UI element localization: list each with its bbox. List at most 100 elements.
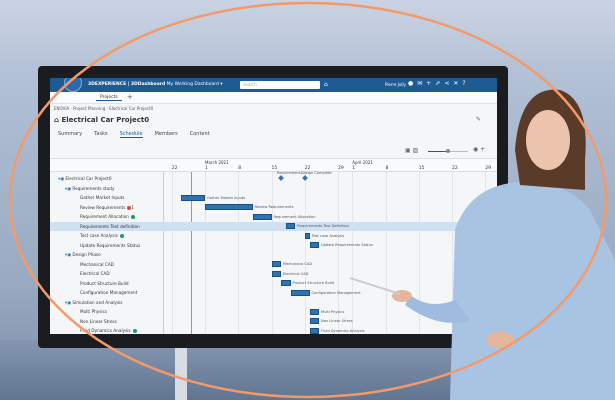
- user-name[interactable]: Pierre Jolly: [385, 82, 406, 87]
- status-icon: [119, 234, 124, 238]
- presenter-hand-2: [486, 332, 514, 348]
- task-bar[interactable]: [309, 318, 319, 324]
- gridline: [452, 172, 453, 334]
- zoom-slider[interactable]: [428, 149, 468, 153]
- month-label: April 2021: [352, 160, 373, 165]
- task-name[interactable]: ▾▣ Electrical Car Project0: [58, 176, 112, 181]
- task-bar-label: Electrical CAD: [283, 271, 309, 276]
- task-row[interactable]: Test case Analysis: [50, 231, 497, 240]
- tick-label: 29: [338, 166, 344, 171]
- gridline: [271, 172, 273, 334]
- tab-content[interactable]: Content: [189, 131, 210, 137]
- task-name-text: Product Structure Build: [80, 280, 129, 286]
- dashboard-selector[interactable]: My Working Dashboard: [166, 82, 219, 87]
- task-name[interactable]: Gather Market Inputs: [80, 195, 125, 200]
- gridline: [352, 172, 354, 334]
- task-name[interactable]: Fluid Dynamics Analysis: [80, 328, 137, 333]
- orange-ring: [8, 1, 608, 399]
- task-bar[interactable]: [304, 232, 310, 239]
- task-name[interactable]: Non Linear Stress: [80, 319, 117, 324]
- home-icon[interactable]: ⌂: [54, 116, 62, 124]
- task-row[interactable]: Requirement Allocation: [50, 212, 497, 221]
- task-row[interactable]: Fluid Dynamics Analysis: [50, 326, 497, 334]
- gridline: [304, 172, 306, 334]
- task-row[interactable]: ▾▣ Requirements study: [50, 184, 497, 193]
- brand-label: 3DEXPERIENCE | 3DDashboard: [88, 82, 166, 87]
- tag-icon[interactable]: ⌂: [324, 81, 328, 88]
- task-name[interactable]: Mechanical CAD: [80, 262, 114, 267]
- tick-label: 15: [271, 166, 278, 171]
- tab-schedule[interactable]: Schedule: [119, 131, 143, 138]
- folder-icon: ▾▣: [65, 299, 73, 305]
- task-row[interactable]: Configuration Management: [50, 288, 497, 297]
- task-row[interactable]: Non Linear Stress: [50, 317, 497, 326]
- task-row[interactable]: Multi Physics: [50, 307, 497, 316]
- panel-divider[interactable]: [163, 172, 164, 334]
- tick-label: 22: [171, 166, 178, 171]
- task-name[interactable]: Multi Physics: [80, 309, 107, 314]
- add-tab-icon[interactable]: +: [127, 93, 133, 101]
- task-bar[interactable]: [309, 308, 319, 315]
- tab-tasks[interactable]: Tasks: [94, 131, 108, 137]
- task-row[interactable]: Electrical CAD: [50, 269, 497, 278]
- edit-icon[interactable]: ✎: [476, 116, 482, 123]
- task-row[interactable]: ▾▣ Electrical Car Project0: [50, 174, 497, 183]
- status-icon: [127, 205, 132, 210]
- task-name[interactable]: Update Requirements Status: [80, 243, 140, 248]
- task-name[interactable]: Review Requirements 1: [80, 205, 134, 210]
- task-row[interactable]: Update Requirements Status: [50, 241, 497, 250]
- task-bar-label: Fluid Dynamics Analysis: [321, 328, 365, 333]
- milestone-label: Requirement...: [277, 171, 304, 175]
- presenter-shirt: [450, 181, 615, 400]
- dashboard-tab-row: [50, 92, 497, 104]
- task-row[interactable]: Review Requirements 1: [50, 203, 497, 212]
- task-name[interactable]: Product Structure Build: [80, 281, 129, 286]
- task-bar[interactable]: [309, 327, 319, 334]
- brand-title: 3DEXPERIENCE | 3DDashboard My Working Da…: [88, 82, 223, 87]
- task-name[interactable]: Configuration Management: [80, 290, 137, 295]
- task-row[interactable]: ▾▣ Design Phase: [50, 250, 497, 259]
- ceiling: [0, 0, 615, 60]
- task-row[interactable]: ▾▣ Simulation and Analysis: [50, 298, 497, 307]
- tab-projects[interactable]: Projects: [96, 95, 122, 101]
- task-name-text: Mechanical CAD: [80, 261, 114, 267]
- task-row[interactable]: Product Structure Build: [50, 279, 497, 288]
- task-bar-label: Mechanical CAD: [283, 262, 313, 266]
- task-bar[interactable]: [271, 270, 281, 277]
- tab-members[interactable]: Members: [154, 131, 178, 137]
- toolbar-icons[interactable]: ●✉+⇗⋖✕?: [408, 80, 470, 87]
- task-bar[interactable]: [285, 223, 296, 229]
- presenter-face: [526, 110, 570, 170]
- task-name[interactable]: ▾▣ Requirements study: [65, 186, 114, 191]
- task-bar[interactable]: [181, 194, 205, 201]
- tab-summary[interactable]: Summary: [58, 131, 83, 137]
- gridline: [205, 172, 206, 334]
- task-row[interactable]: Requirements Test definition: [50, 221, 497, 231]
- search-input[interactable]: Search: [240, 81, 320, 89]
- task-bar[interactable]: [290, 289, 310, 296]
- task-name[interactable]: Electrical CAD: [80, 271, 110, 276]
- task-name[interactable]: Test case Analysis: [80, 233, 124, 238]
- top-bar: 3DEXPERIENCE | 3DDashboard My Working Da…: [50, 78, 497, 92]
- task-row[interactable]: Gather Market Inputs: [50, 193, 497, 202]
- task-row[interactable]: Mechanical CAD: [50, 260, 497, 269]
- task-bar[interactable]: [309, 242, 319, 248]
- task-bar[interactable]: [252, 213, 272, 220]
- project-tabs: Summary Tasks Schedule Members Content: [58, 131, 210, 138]
- task-bar[interactable]: [281, 280, 291, 286]
- task-name-text: Requirements Test definition: [80, 223, 140, 229]
- status-icon: [130, 215, 135, 219]
- task-bar[interactable]: [271, 261, 281, 267]
- view-tools[interactable]: ▣ ▨: [405, 147, 419, 154]
- month-label: March 2021: [205, 160, 229, 165]
- task-bar[interactable]: [205, 204, 253, 210]
- tick-label: 22: [452, 166, 458, 171]
- task-bar-label: Requirements Test Definition: [297, 224, 349, 228]
- presenter-arm: [405, 295, 470, 323]
- task-name[interactable]: Requirement Allocation: [80, 214, 135, 219]
- eye-icon[interactable]: ◉ +: [473, 146, 486, 153]
- task-name[interactable]: Requirements Test definition: [80, 224, 140, 229]
- task-name[interactable]: ▾▣ Design Phase: [65, 252, 101, 257]
- task-name[interactable]: ▾▣ Simulation and Analysis: [65, 300, 123, 305]
